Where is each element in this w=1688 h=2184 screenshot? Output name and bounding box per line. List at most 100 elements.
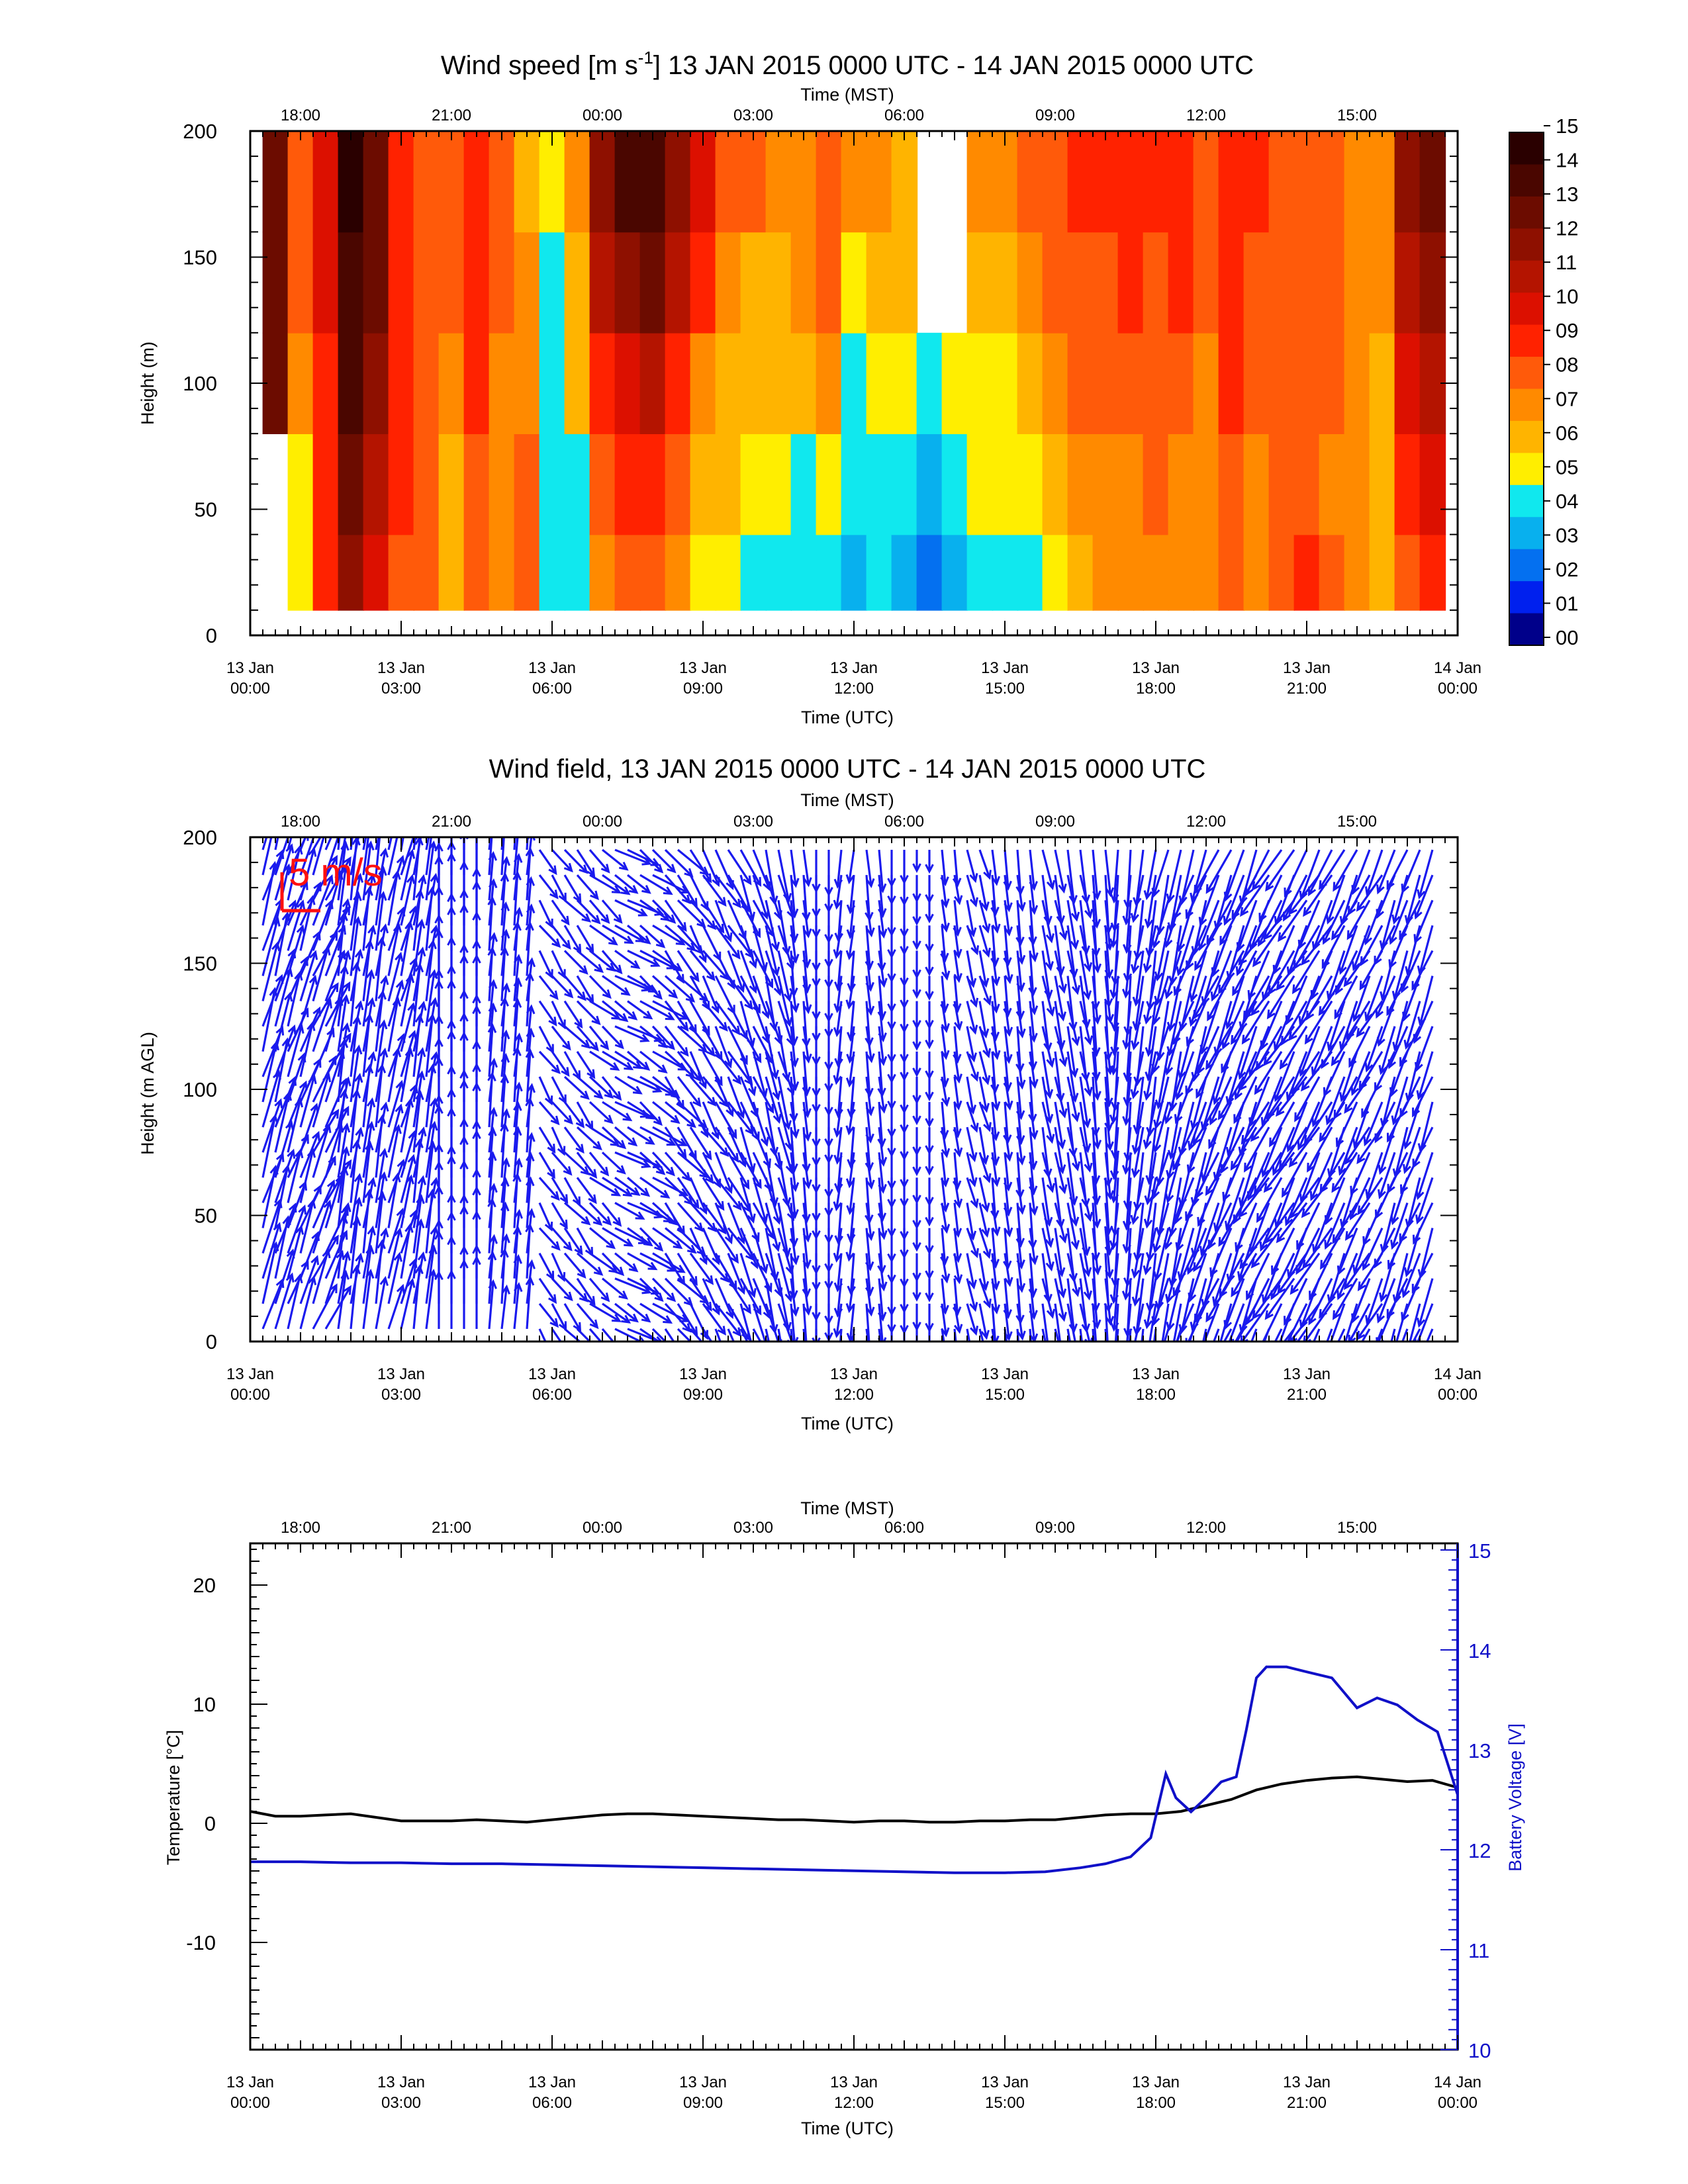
wind-arrow-head bbox=[732, 1201, 742, 1211]
wind-arrow bbox=[526, 1154, 532, 1203]
wind-arrow bbox=[614, 924, 644, 942]
wind-arrow-head bbox=[1255, 1061, 1264, 1071]
wind-arrow-head bbox=[1219, 1288, 1228, 1298]
wind-arrow bbox=[1215, 874, 1233, 929]
wind-arrow bbox=[488, 880, 495, 926]
wind-arrow-head bbox=[1168, 1226, 1178, 1237]
wind-arrow bbox=[299, 848, 315, 901]
heatmap-cell bbox=[966, 131, 994, 233]
wind-arrow-head bbox=[940, 1203, 950, 1213]
panel1-x-ticklabel-time: 18:00 bbox=[1136, 680, 1176, 698]
heatmap-cell bbox=[740, 433, 767, 535]
wind-arrow-head bbox=[1352, 1264, 1361, 1275]
wind-arrow-head bbox=[1092, 1091, 1102, 1101]
wind-arrow-head bbox=[1016, 1283, 1026, 1293]
wind-arrow bbox=[941, 849, 947, 885]
wind-arrow bbox=[337, 952, 350, 1001]
wind-arrow-head bbox=[1004, 1152, 1013, 1162]
wind-arrow bbox=[752, 849, 771, 890]
wind-arrow-head bbox=[982, 923, 991, 934]
wind-arrow bbox=[1361, 1328, 1371, 1342]
wind-arrow-head bbox=[846, 1054, 855, 1064]
wind-arrow bbox=[848, 849, 855, 883]
heatmap-cell bbox=[614, 433, 641, 535]
wind-arrow bbox=[790, 875, 796, 917]
wind-arrow bbox=[1336, 1101, 1358, 1146]
wind-arrow-head bbox=[637, 908, 648, 917]
panel1-x-ticklabel-date: 13 Jan bbox=[226, 659, 274, 677]
wind-arrow-head bbox=[1015, 1063, 1025, 1073]
wind-arrow-head bbox=[982, 1075, 991, 1085]
heatmap-cell bbox=[1067, 131, 1094, 233]
wind-arrow-head bbox=[1143, 1218, 1153, 1229]
wind-arrow bbox=[664, 874, 690, 903]
wind-arrow-head bbox=[1058, 1057, 1068, 1068]
wind-arrow bbox=[362, 1246, 372, 1304]
panel2-ylabel: Height (m AGL) bbox=[138, 1032, 158, 1155]
wind-arrow bbox=[1054, 1228, 1063, 1275]
wind-arrow bbox=[1189, 1253, 1207, 1301]
wind-arrow-head bbox=[1058, 983, 1067, 994]
wind-arrow-head bbox=[1004, 1054, 1013, 1064]
wind-arrow bbox=[702, 975, 720, 1013]
wind-arrow-head bbox=[1056, 1139, 1066, 1150]
wind-arrow bbox=[1152, 849, 1170, 896]
wind-arrow bbox=[652, 924, 684, 945]
wind-arrow bbox=[849, 874, 855, 913]
wind-arrow bbox=[1203, 1303, 1220, 1342]
wind-arrow bbox=[576, 1101, 594, 1130]
wind-arrow-head bbox=[1388, 959, 1397, 970]
wind-arrow bbox=[639, 1126, 675, 1146]
wind-arrow-head bbox=[1015, 1135, 1025, 1146]
panel3-top-ticklabel: 03:00 bbox=[733, 1519, 773, 1537]
wind-arrow-head bbox=[378, 813, 385, 820]
wind-arrow bbox=[941, 1328, 945, 1342]
wind-arrow-head bbox=[1164, 1240, 1173, 1250]
wind-arrow bbox=[1016, 1101, 1023, 1144]
wind-arrow bbox=[714, 1076, 733, 1116]
wind-arrow-head bbox=[887, 973, 896, 983]
wind-arrow-head bbox=[1291, 1084, 1300, 1095]
heatmap-cell bbox=[966, 433, 994, 535]
wind-arrow-head bbox=[1226, 1273, 1235, 1284]
wind-arrow bbox=[991, 1076, 998, 1110]
heatmap-cell bbox=[639, 131, 667, 233]
wind-arrow bbox=[362, 874, 374, 926]
wind-arrow bbox=[1066, 1328, 1071, 1342]
wind-arrow bbox=[589, 1176, 620, 1197]
wind-arrow-head bbox=[1017, 1079, 1026, 1090]
wind-arrow-head bbox=[1327, 1343, 1333, 1351]
wind-arrow bbox=[802, 1076, 809, 1116]
wind-arrow bbox=[639, 1075, 674, 1096]
wind-arrow bbox=[324, 857, 352, 901]
wind-arrow bbox=[966, 1051, 978, 1080]
wind-arrow-head bbox=[1060, 1359, 1067, 1367]
wind-arrow bbox=[576, 1025, 598, 1051]
wind-arrow bbox=[752, 899, 774, 936]
wind-arrow-head bbox=[900, 1151, 909, 1161]
wind-arrow bbox=[865, 1253, 872, 1295]
wind-arrow-head bbox=[833, 949, 842, 960]
wind-arrow bbox=[614, 1252, 637, 1272]
heatmap-cell bbox=[614, 332, 641, 434]
wind-arrow bbox=[1066, 1152, 1076, 1205]
wind-arrow bbox=[1291, 1050, 1321, 1093]
wind-arrow bbox=[1366, 1026, 1383, 1071]
wind-arrow bbox=[627, 1201, 663, 1218]
wind-arrow bbox=[1237, 899, 1258, 951]
wind-arrow bbox=[588, 1152, 609, 1175]
wind-arrow bbox=[412, 1072, 423, 1128]
wind-arrow-head bbox=[1231, 1034, 1239, 1045]
wind-arrow-head bbox=[1339, 915, 1348, 927]
wind-arrow bbox=[1148, 900, 1157, 956]
wind-arrow-head bbox=[1105, 1370, 1113, 1377]
heatmap-cell bbox=[891, 332, 918, 434]
wind-arrow-head bbox=[414, 1264, 424, 1275]
heatmap-cell bbox=[1319, 131, 1346, 233]
wind-arrow bbox=[1356, 1126, 1383, 1163]
wind-arrow-head bbox=[925, 1245, 934, 1255]
heatmap-cell bbox=[765, 232, 792, 334]
wind-arrow-head bbox=[1068, 1021, 1078, 1032]
wind-arrow bbox=[400, 1279, 414, 1330]
wind-arrow bbox=[551, 1076, 567, 1103]
